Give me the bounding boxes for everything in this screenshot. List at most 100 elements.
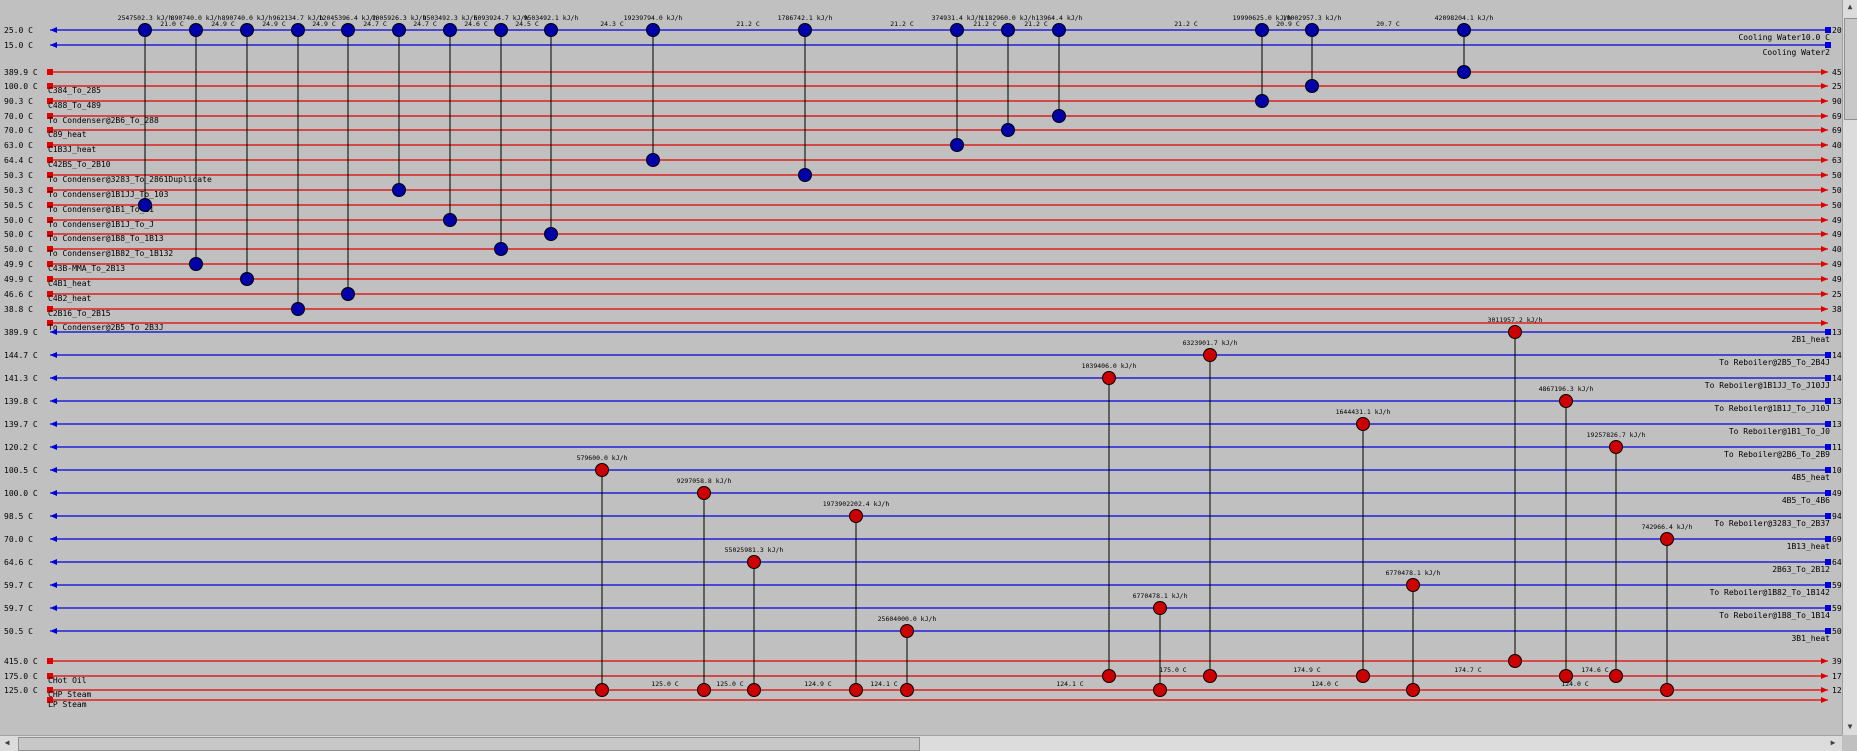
heat-exchanger[interactable]: 579600.0 kJ/h — [577, 454, 628, 697]
stream-c12[interactable]: 59.7 C59.6 CTo Reboiler@1B82_To_1B142 — [4, 581, 1857, 597]
heat-exchanger[interactable]: 1973902202.4 kJ/h — [823, 500, 890, 697]
exchanger-node-bottom[interactable] — [646, 153, 660, 167]
stream-h10[interactable]: 50.5 C50.1 CTo Condenser@1B1_To_11 — [4, 201, 1857, 214]
heat-exchanger[interactable]: 13964.4 kJ/h — [1036, 14, 1083, 123]
stream-h18[interactable]: To Condenser@2B5_To_2B3J — [47, 320, 1828, 332]
heat-exchanger[interactable]: 2547502.3 kJ/h — [118, 14, 173, 212]
exchanger-node-top[interactable] — [138, 23, 152, 37]
exchanger-node-bottom[interactable] — [1406, 683, 1420, 697]
exchanger-node-top[interactable] — [950, 23, 964, 37]
heat-exchanger[interactable]: 1644431.1 kJ/h — [1336, 408, 1391, 683]
exchanger-node-bottom[interactable] — [240, 272, 254, 286]
stream-c4[interactable]: 139.8 C139.5 CTo Reboiler@1B1J_To_J10J — [4, 397, 1857, 413]
exchanger-node-top[interactable] — [1457, 23, 1471, 37]
exchanger-node-bottom[interactable] — [443, 213, 457, 227]
exchanger-node-bottom[interactable] — [849, 683, 863, 697]
heat-exchanger[interactable]: 6770478.1 kJ/h — [1133, 592, 1188, 697]
exchanger-node-bottom[interactable] — [392, 183, 406, 197]
heat-exchanger[interactable]: 19257826.7 kJ/h — [1587, 431, 1646, 683]
stream-c1[interactable]: 389.9 C139.7 C2B1_heat — [4, 328, 1857, 344]
exchanger-node-bottom[interactable] — [1052, 109, 1066, 123]
exchanger-node-top[interactable] — [747, 555, 761, 569]
heat-exchanger[interactable]: 1182960.0 kJ/h — [981, 14, 1036, 137]
stream-h12[interactable]: 50.0 C49.9 CTo Condenser@1B8_To_1B13 — [4, 230, 1857, 243]
vertical-scroll-thumb[interactable] — [1844, 18, 1857, 120]
exchanger-node-bottom[interactable] — [1203, 669, 1217, 683]
heat-exchanger[interactable]: 3011957.2 kJ/h — [1488, 316, 1543, 668]
exchanger-node-top[interactable] — [189, 23, 203, 37]
heat-exchanger[interactable]: 1005926.3 kJ/h — [372, 14, 427, 197]
heat-exchanger[interactable]: 4867196.3 kJ/h — [1539, 385, 1594, 683]
exchanger-node-bottom[interactable] — [950, 138, 964, 152]
heat-exchanger[interactable]: 890740.0 kJ/h — [171, 14, 222, 271]
exchanger-node-top[interactable] — [849, 509, 863, 523]
exchanger-node-bottom[interactable] — [1255, 94, 1269, 108]
stream-h11[interactable]: 50.0 C49.9 CTo Condenser@1B1J_To_J — [4, 216, 1857, 229]
stream-h1[interactable]: 389.9 C45.0 C — [4, 68, 1857, 77]
scroll-up-icon[interactable]: ▲ — [1847, 2, 1853, 11]
heat-exchanger[interactable]: 19990625.0 kJ/h — [1233, 14, 1292, 108]
exchanger-node-top[interactable] — [341, 23, 355, 37]
heat-exchanger[interactable]: 1786742.1 kJ/h — [778, 14, 833, 182]
scroll-down-icon[interactable]: ▼ — [1847, 722, 1853, 731]
stream-h13[interactable]: 50.0 C40.0 CTo Condenser@1B82_To_1B132 — [4, 245, 1857, 258]
exchanger-node-top[interactable] — [392, 23, 406, 37]
exchanger-node-bottom[interactable] — [1508, 654, 1522, 668]
scroll-right-icon[interactable]: ▶ — [1830, 738, 1836, 747]
exchanger-node-bottom[interactable] — [1457, 65, 1471, 79]
exchanger-node-bottom[interactable] — [747, 683, 761, 697]
horizontal-scroll-thumb[interactable] — [18, 737, 920, 751]
exchanger-node-bottom[interactable] — [1001, 123, 1015, 137]
exchanger-node-top[interactable] — [595, 463, 609, 477]
exchanger-node-top[interactable] — [798, 23, 812, 37]
heat-exchanger[interactable]: 6770478.1 kJ/h — [1386, 569, 1441, 697]
exchanger-node-top[interactable] — [1001, 23, 1015, 37]
exchanger-node-top[interactable] — [1203, 348, 1217, 362]
exchanger-node-top[interactable] — [1153, 601, 1167, 615]
exchanger-node-bottom[interactable] — [1305, 79, 1319, 93]
vertical-scrollbar[interactable]: ▲ ▼ — [1842, 0, 1857, 735]
stream-hu4[interactable]: LP Steam — [47, 697, 1828, 709]
exchanger-node-top[interactable] — [291, 23, 305, 37]
exchanger-node-bottom[interactable] — [291, 302, 305, 316]
exchanger-node-top[interactable] — [1609, 440, 1623, 454]
heat-exchanger[interactable]: 10002957.3 kJ/h — [1283, 14, 1342, 93]
heat-exchanger[interactable]: 6093924.7 kJ/h — [474, 14, 529, 256]
exchanger-node-top[interactable] — [1559, 394, 1573, 408]
exchanger-node-top[interactable] — [240, 23, 254, 37]
exchanger-node-top[interactable] — [1660, 532, 1674, 546]
exchanger-node-top[interactable] — [1406, 578, 1420, 592]
exchanger-node-top[interactable] — [697, 486, 711, 500]
heat-exchanger[interactable]: 374931.4 kJ/h — [932, 14, 983, 152]
exchanger-node-top[interactable] — [1305, 23, 1319, 37]
heat-exchanger[interactable]: 9297058.8 kJ/h — [677, 477, 732, 697]
exchanger-node-bottom[interactable] — [494, 242, 508, 256]
heat-exchanger[interactable]: 6323901.7 kJ/h — [1183, 339, 1238, 683]
heat-exchanger[interactable]: 19239794.0 kJ/h — [624, 14, 683, 167]
scroll-left-icon[interactable]: ◀ — [4, 738, 10, 747]
exchanger-node-bottom[interactable] — [1102, 669, 1116, 683]
stream-h9[interactable]: 50.3 C50.2 CTo Condenser@1B1JJ_To_103 — [4, 186, 1857, 199]
exchanger-node-bottom[interactable] — [1609, 669, 1623, 683]
stream-c2[interactable]: 144.7 C144.2 CTo Reboiler@2B5_To_2B4J — [4, 351, 1857, 367]
exchanger-node-top[interactable] — [1052, 23, 1066, 37]
exchanger-node-top[interactable] — [1508, 325, 1522, 339]
exchanger-node-bottom[interactable] — [1356, 669, 1370, 683]
stream-c5[interactable]: 139.7 C139.4 CTo Reboiler@1B1_To_J0 — [4, 420, 1857, 436]
stream-cw2[interactable]: 15.0 C Cooling Water2 — [4, 41, 1831, 57]
exchanger-node-top[interactable] — [900, 624, 914, 638]
exchanger-node-bottom[interactable] — [341, 287, 355, 301]
heat-exchanger[interactable]: 742966.4 kJ/h — [1642, 523, 1693, 697]
exchanger-node-bottom[interactable] — [697, 683, 711, 697]
exchanger-node-top[interactable] — [443, 23, 457, 37]
exchanger-node-bottom[interactable] — [138, 198, 152, 212]
